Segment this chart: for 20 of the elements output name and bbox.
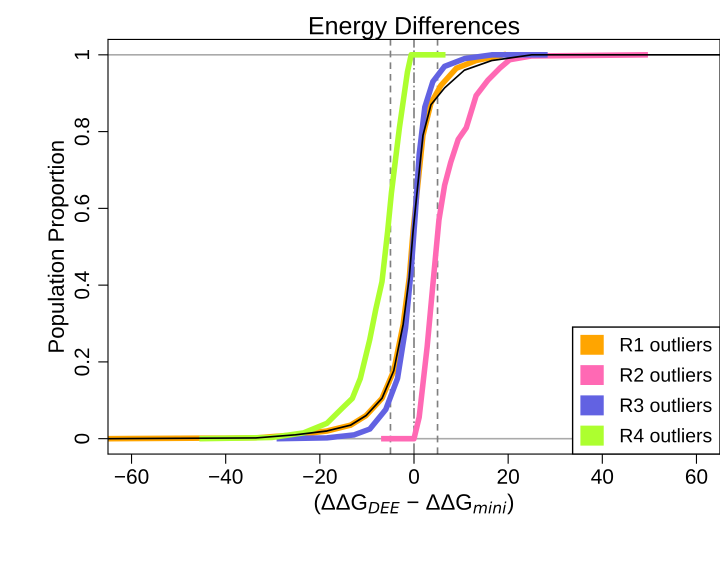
x-tick-label: −20: [303, 469, 337, 484]
x-tick-label: −60: [114, 469, 148, 484]
y-axis-title: Population Proportion: [48, 141, 68, 352]
x-tick-label: −40: [209, 469, 243, 484]
legend-label: R2 outliers: [620, 368, 712, 382]
legend-label: R3 outliers: [620, 398, 712, 412]
x-tick-label: 0: [409, 469, 419, 484]
y-tick-label: 0.6: [74, 194, 90, 222]
y-tick-label: 1: [74, 50, 90, 60]
legend-label: R4 outliers: [620, 428, 712, 442]
x-tick-label: 60: [686, 469, 708, 484]
y-tick-label: 0: [74, 434, 90, 444]
chart-title: Energy Differences: [310, 16, 520, 40]
y-tick-label: 0.8: [74, 118, 90, 146]
x-axis-title: (ΔΔG$_{DEE}$ − ΔΔG$_{mini}$): [314, 494, 514, 514]
x-tick-label: 40: [591, 469, 614, 484]
y-tick-label: 0.4: [74, 271, 90, 299]
x-tick-label: 20: [498, 469, 519, 484]
legend-label: R1 outliers: [620, 337, 712, 352]
y-tick-label: 0.2: [74, 348, 90, 376]
